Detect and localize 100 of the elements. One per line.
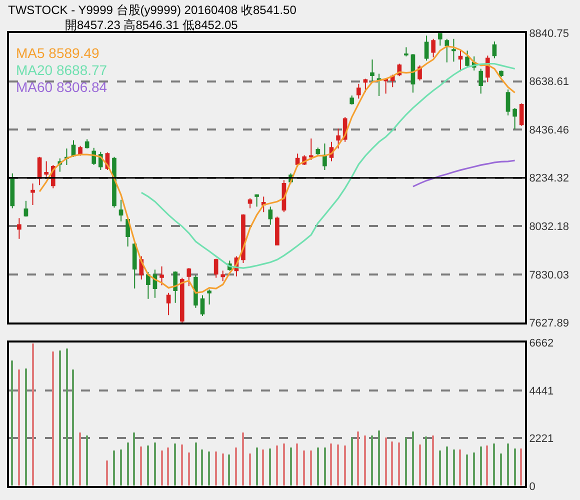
candlestick [356,83,361,100]
candlestick [152,269,158,298]
candlestick [444,38,450,63]
candlestick [370,58,374,83]
bar [167,448,169,486]
candlestick [17,218,22,240]
bar [66,348,68,486]
candlestick [492,41,497,59]
bar [18,370,20,486]
bar [228,454,230,486]
candlestick [84,138,90,150]
candlestick [30,182,35,206]
candlestick [126,218,130,248]
candlestick [350,95,354,106]
bar [500,454,502,486]
bar [520,448,522,486]
bar [188,452,190,486]
bar [25,368,27,486]
bar [201,450,203,486]
candlestick [499,70,504,78]
bar [432,436,434,486]
candlestick [160,266,164,286]
bar [79,432,81,486]
bar [391,442,393,486]
candlestick [431,38,436,58]
bar [269,448,271,486]
bar [120,450,122,486]
bar [493,444,495,486]
y-tick-label: 2221 [529,433,554,446]
bar [154,442,156,486]
bar [378,430,380,486]
candlestick [10,172,15,209]
bar [235,448,237,486]
candlestick [465,50,470,68]
bar [330,444,332,486]
bar [412,432,414,486]
candlestick [220,270,226,282]
candlestick [452,38,456,62]
candlestick [519,102,524,126]
line-series [140,62,516,269]
candlestick [478,68,484,94]
bar [161,450,163,486]
candlestick [166,292,171,316]
bar [249,454,251,486]
bar [242,432,244,486]
bar [419,444,421,486]
bar [195,442,197,486]
candlestick [438,33,442,46]
bar [364,436,366,486]
bar [514,448,516,486]
bar [86,436,88,486]
text: MA20 8688.77 [16,62,108,78]
bar [32,344,34,486]
bar [344,446,346,486]
bar [486,446,488,486]
candlestick [316,147,320,156]
bar [317,448,319,486]
bar [174,444,176,486]
bar [215,452,217,486]
candlestick [132,242,137,290]
bar [337,444,339,486]
bar [11,360,13,486]
candlestick [424,35,429,62]
bar [262,450,264,486]
candlestick [376,73,382,97]
line-series [412,160,516,188]
text: MA60 8306.84 [16,79,108,95]
candlestick [207,289,212,306]
bar [222,454,224,486]
candlestick [308,138,314,161]
y-tick-label: 7627.89 [529,318,569,330]
chart-subtitle: 開8457.23 高8546.31 低8452.05 [65,18,238,32]
candlestick [173,270,178,304]
bar [507,444,509,486]
bar [425,436,427,486]
bar [446,446,448,486]
bar [106,460,108,486]
bar [303,450,305,486]
bar [480,446,482,486]
candlestick [180,277,184,323]
bar [72,370,74,486]
y-tick-label: 6662 [529,337,554,350]
candlestick [24,200,28,218]
bar [310,450,312,486]
candlestick [248,198,252,209]
y-tick-label: 8638.61 [529,76,569,88]
candlestick [268,206,273,226]
bar [466,454,468,486]
y-tick-label: 8840.75 [529,28,569,40]
candlestick [241,214,246,264]
bar [147,446,149,486]
candlestick [336,128,340,150]
bar [324,448,326,486]
candlestick [112,156,116,208]
candlestick [214,258,218,278]
bar [133,432,135,486]
y-tick-label: 0 [529,480,536,493]
bar [357,432,359,486]
candlestick [118,199,124,222]
y-tick-label: 8436.46 [529,124,569,136]
